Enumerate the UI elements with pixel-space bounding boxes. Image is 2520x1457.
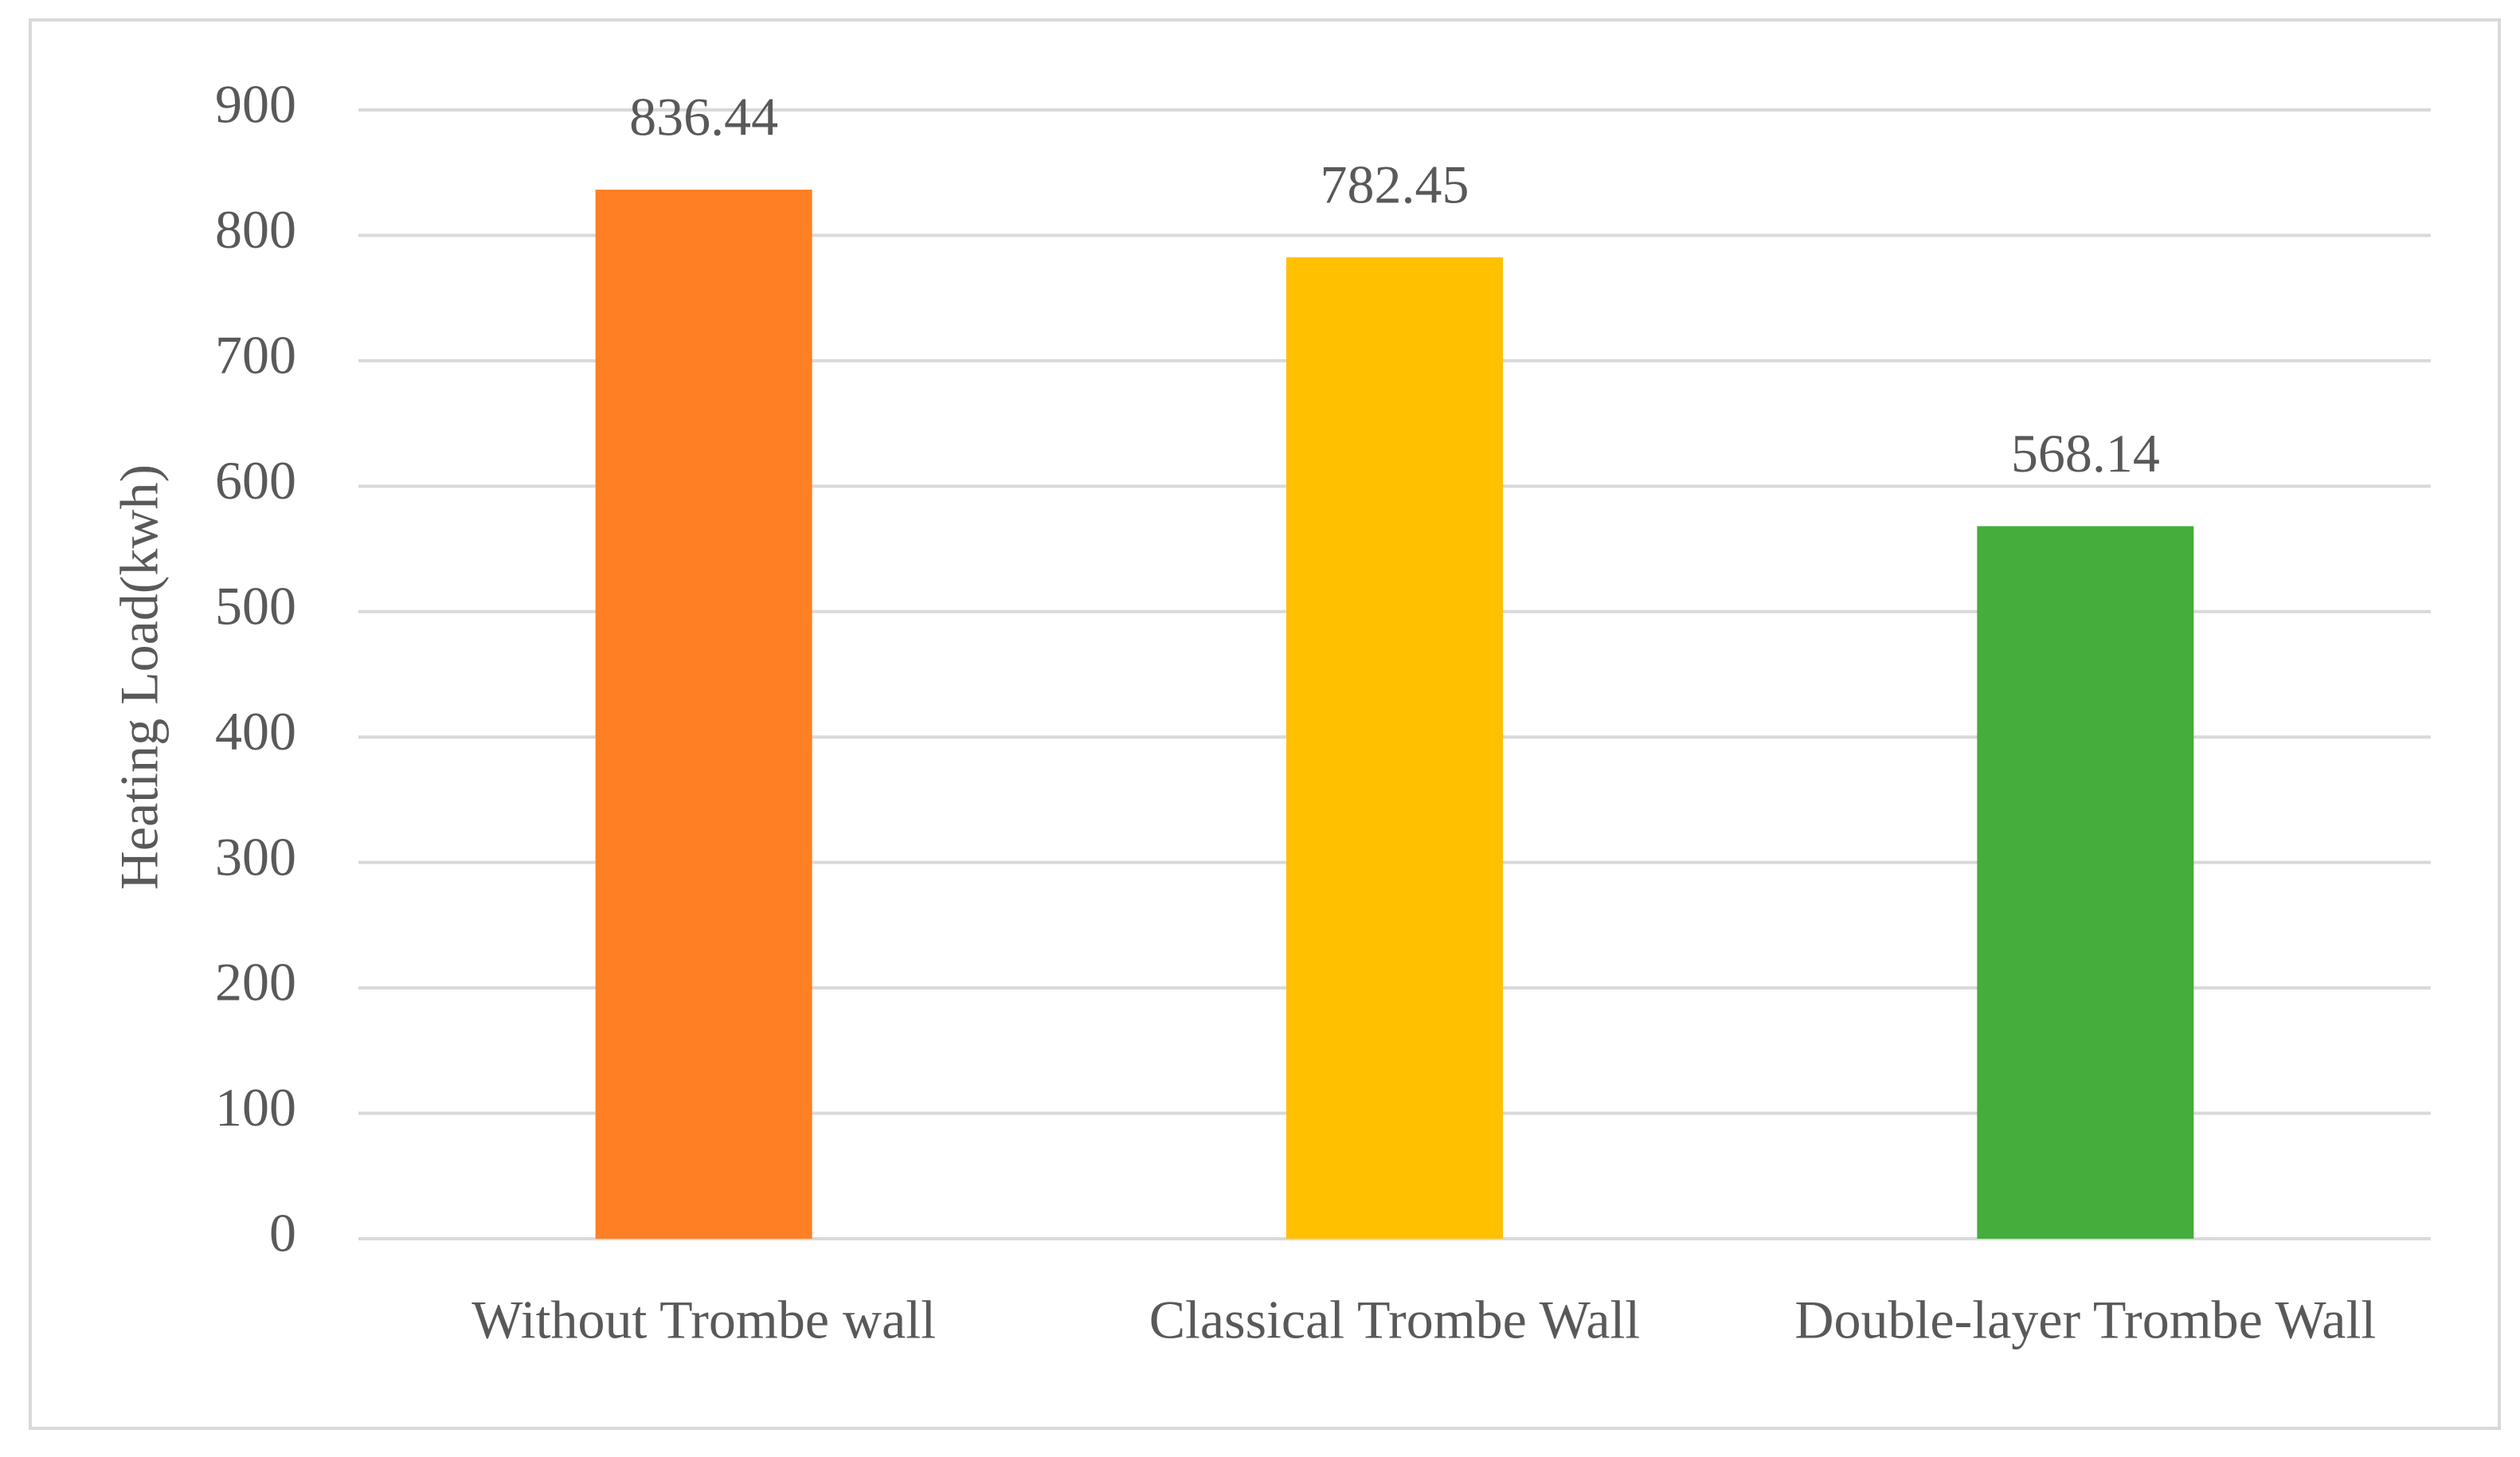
data-label: 782.45 — [1321, 155, 1469, 215]
y-tick-label: 0 — [269, 1203, 296, 1263]
bar — [595, 190, 812, 1240]
bar — [1286, 257, 1503, 1240]
y-tick-label: 300 — [215, 826, 296, 887]
y-tick-label: 600 — [215, 450, 296, 511]
y-tick-label: 400 — [215, 701, 296, 762]
y-tick-label: 900 — [215, 74, 296, 135]
bar — [1977, 526, 2194, 1239]
y-tick-label: 200 — [215, 952, 296, 1012]
x-tick-label: Double-layer Trombe Wall — [1794, 1290, 2376, 1350]
y-tick-label: 800 — [215, 199, 296, 260]
x-tick-label: Classical Trombe Wall — [1149, 1290, 1641, 1350]
y-tick-label: 100 — [215, 1077, 296, 1138]
y-tick-label: 500 — [215, 575, 296, 636]
y-axis-title: Heating Load(kwh) — [109, 464, 170, 890]
data-label: 568.14 — [2011, 423, 2160, 484]
x-tick-label: Without Trombe wall — [472, 1290, 936, 1350]
data-label: 836.44 — [629, 87, 778, 147]
y-tick-label: 700 — [215, 324, 296, 385]
